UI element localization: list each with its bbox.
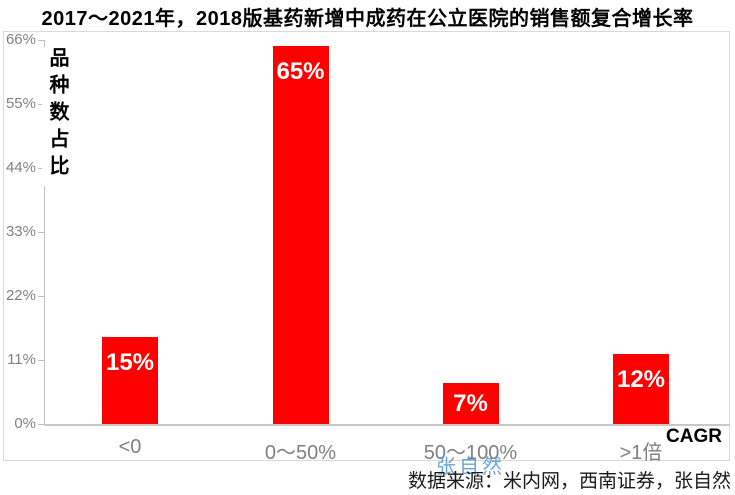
bar: 15% (102, 337, 158, 424)
x-tick-label: >1倍 (619, 442, 663, 464)
y-axis-line (44, 40, 45, 426)
y-tick-label: 33% (5, 223, 36, 240)
x-tick-label: 0～50% (264, 442, 337, 464)
bar: 7% (442, 383, 499, 424)
y-tick-mark (38, 168, 44, 169)
y-tick-mark (38, 104, 44, 105)
y-tick-mark (38, 296, 44, 297)
bar-value-label: 15% (105, 349, 155, 376)
bar: 12% (613, 354, 669, 424)
y-tick-label: 11% (7, 351, 36, 368)
bar: 65% (272, 46, 329, 424)
page-title: 2017～2021年，2018版基药新增中成药在公立医院的销售额复合增长率 (41, 8, 694, 30)
x-axis-title: CAGR (666, 426, 722, 447)
bar-value-label: 7% (453, 389, 488, 417)
y-axis-title: 品种数占比 (42, 47, 72, 186)
y-tick-label: 55% (5, 95, 36, 112)
watermark: 张自然 (436, 456, 505, 478)
y-tick-mark (38, 424, 44, 425)
y-tick-label: 66% (5, 31, 36, 48)
y-tick-mark (38, 40, 44, 41)
data-source: 数据来源：米内网，西南证券，张自然 (407, 471, 731, 492)
bar-value-label: 65% (276, 58, 325, 85)
x-tick-label: <0 (118, 436, 142, 458)
x-axis-line (44, 424, 730, 426)
y-tick-label: 0% (14, 415, 36, 432)
y-tick-label: 22% (5, 287, 36, 304)
y-tick-mark (38, 232, 44, 233)
y-tick-mark (38, 360, 44, 361)
y-tick-label: 44% (5, 159, 36, 176)
bar-value-label: 12% (616, 366, 666, 393)
x-tick-label: 50～100% (423, 442, 518, 464)
